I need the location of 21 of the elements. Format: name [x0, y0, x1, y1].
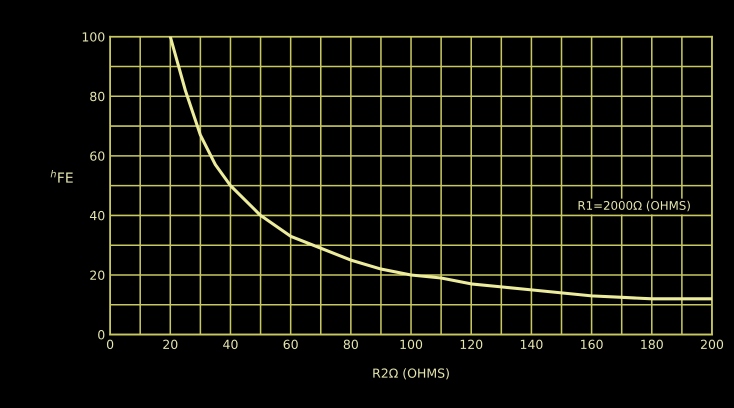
x-tick-label: 40: [223, 340, 238, 350]
y-tick-label: 100: [82, 32, 104, 42]
x-tick-label: 200: [700, 340, 724, 350]
x-tick-label: 140: [520, 340, 543, 350]
y-tick-label: 60: [90, 151, 104, 161]
x-tick-label: 20: [163, 340, 178, 350]
x-tick-label: 100: [400, 340, 422, 350]
x-tick-label: 80: [344, 340, 358, 350]
y-axis-title: $^{h}$FE: [50, 170, 73, 183]
x-tick-label: 180: [641, 340, 663, 350]
line-series: [168, 36, 712, 300]
x-tick-label: 0: [106, 340, 114, 350]
y-tick-label: 0: [98, 330, 104, 340]
x-tick-label: 120: [460, 340, 482, 350]
x-tick-label: 60: [284, 340, 298, 350]
y-tick-label: 40: [90, 210, 104, 220]
y-tick-label: 80: [90, 92, 104, 102]
y-tick-label: 20: [90, 270, 104, 280]
annotation: R1=2000Ω (OHMS): [578, 200, 690, 212]
x-axis-title: R2Ω (OHMS): [373, 368, 449, 380]
x-tick-label: 160: [581, 340, 603, 350]
